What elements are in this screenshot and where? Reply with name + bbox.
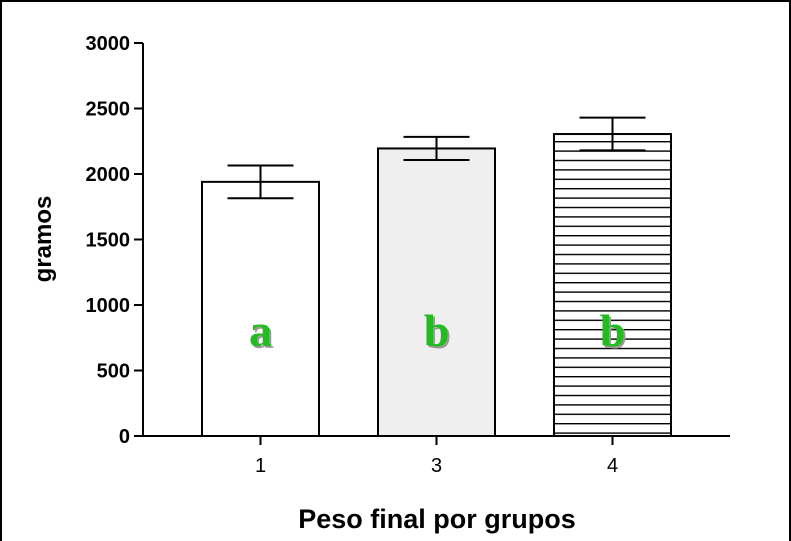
group-letter: b bbox=[424, 305, 450, 356]
x-tick-label: 3 bbox=[431, 455, 442, 477]
y-tick-label: 2500 bbox=[86, 99, 131, 121]
y-tick-label: 1500 bbox=[86, 230, 131, 252]
x-axis-label: Peso final por grupos bbox=[298, 504, 576, 534]
y-tick-label: 1000 bbox=[86, 295, 131, 317]
group-letters: aa bb bb bbox=[249, 305, 627, 358]
y-tick-label: 2000 bbox=[86, 164, 131, 186]
x-ticks: 1 3 4 bbox=[255, 436, 618, 477]
y-tick-label: 3000 bbox=[86, 33, 131, 55]
y-tick-label: 0 bbox=[119, 426, 130, 448]
bar-3 bbox=[377, 147, 496, 438]
x-tick-label: 1 bbox=[255, 455, 266, 477]
y-tick-label: 500 bbox=[97, 361, 130, 383]
group-letter: a bbox=[249, 305, 272, 356]
group-letter-shadow: b bbox=[426, 307, 452, 358]
bar-4 bbox=[553, 133, 672, 437]
x-tick-label: 4 bbox=[607, 455, 618, 477]
y-axis-label: gramos bbox=[30, 196, 57, 283]
group-letter-shadow: b bbox=[602, 307, 628, 358]
group-letter: b bbox=[600, 305, 626, 356]
error-bars bbox=[227, 116, 646, 200]
y-ticks: 0 500 1000 1500 2000 2500 3000 bbox=[86, 33, 143, 448]
group-letter-shadow: a bbox=[251, 307, 274, 358]
bars bbox=[201, 133, 672, 438]
